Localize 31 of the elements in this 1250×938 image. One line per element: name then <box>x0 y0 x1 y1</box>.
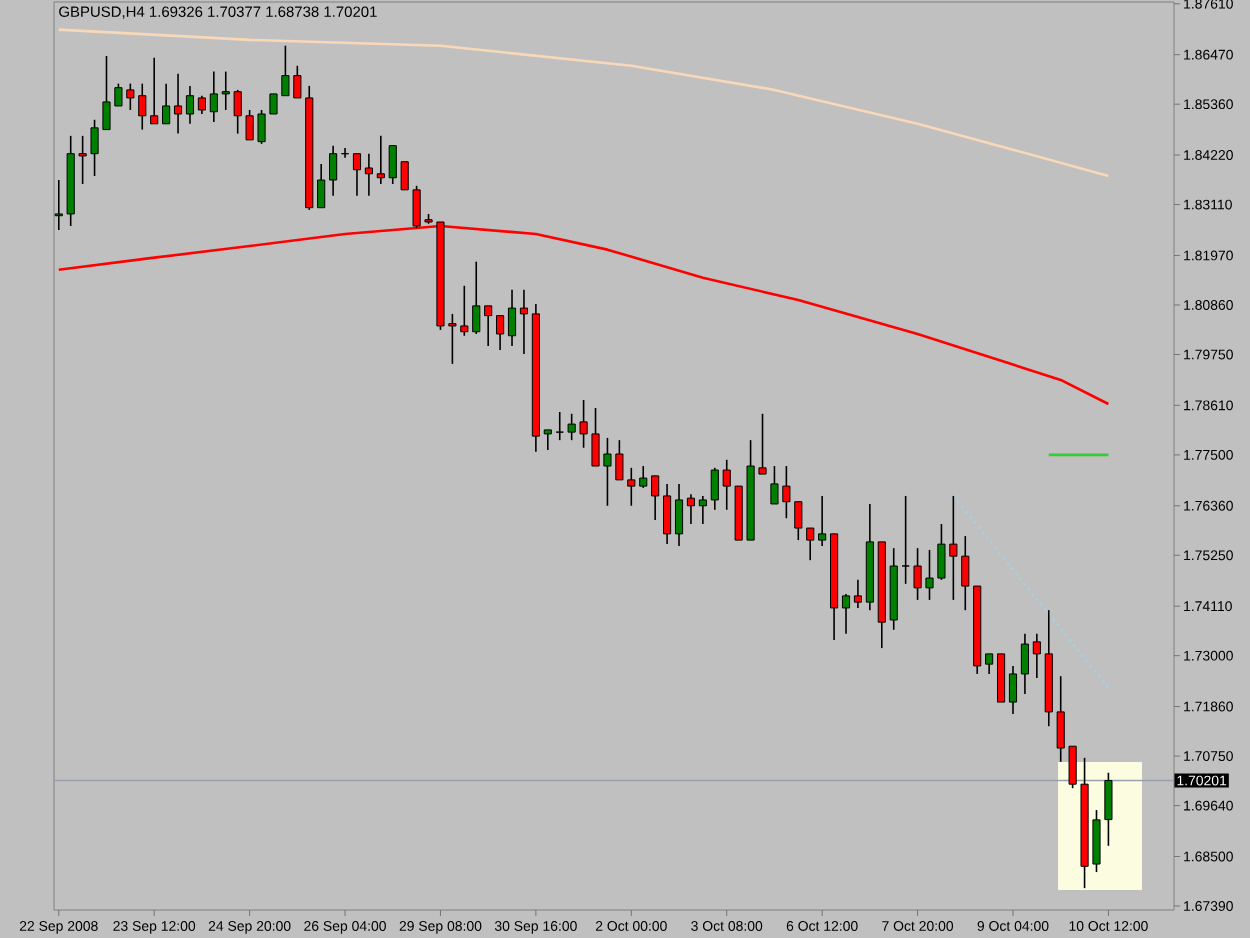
candlestick <box>543 429 552 451</box>
candlestick <box>185 85 195 125</box>
candlestick <box>507 288 517 347</box>
candlestick <box>484 305 493 347</box>
candlestick <box>853 579 863 609</box>
candlestick <box>698 495 707 525</box>
candlestick <box>352 152 362 197</box>
candlestick <box>651 475 660 521</box>
candlestick <box>364 152 373 197</box>
candlestick <box>209 70 218 123</box>
candlestick <box>150 56 159 125</box>
candlestick <box>1032 633 1041 679</box>
candlestick <box>173 73 183 135</box>
candlestick <box>162 82 171 125</box>
candlestick <box>901 495 910 585</box>
candlestick <box>555 411 564 441</box>
candlestick <box>519 288 529 355</box>
candlestick <box>329 144 338 197</box>
candlestick <box>317 163 326 209</box>
candlestick <box>985 653 994 675</box>
candlestick <box>1008 665 1018 715</box>
candlestick <box>686 493 696 525</box>
candlestick <box>197 94 206 115</box>
candlestick <box>663 483 672 545</box>
candlestick <box>818 495 827 547</box>
candlestick <box>496 314 505 351</box>
candlestick <box>841 593 851 635</box>
line-series <box>57 28 1110 178</box>
candlestick <box>674 483 684 547</box>
candlestick <box>376 135 385 185</box>
candlestick <box>1020 633 1029 695</box>
